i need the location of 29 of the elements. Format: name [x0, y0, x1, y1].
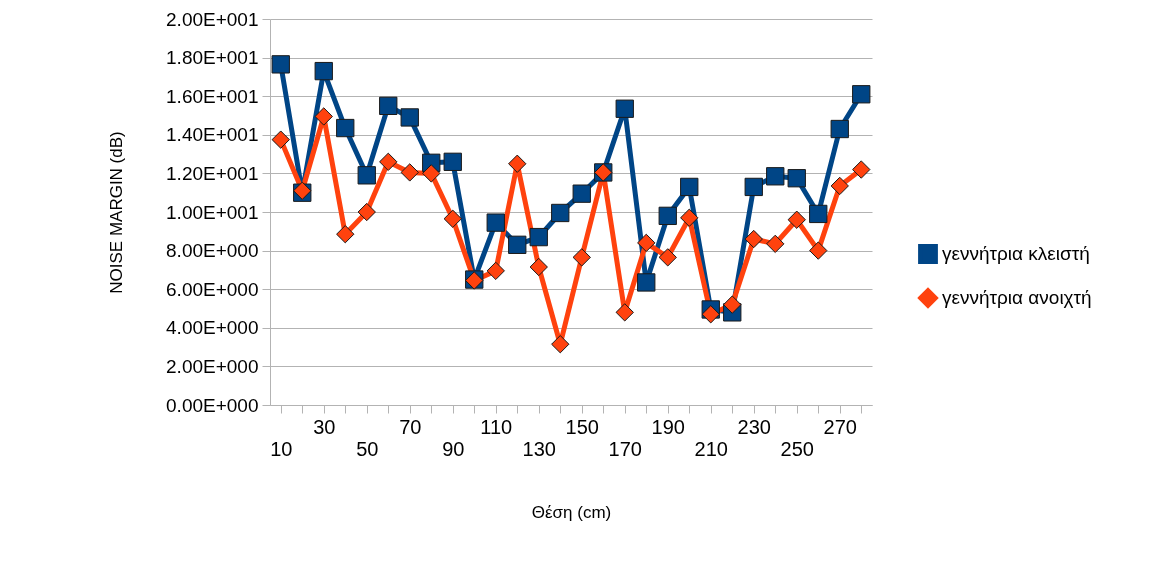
y-tick-label: 1.80E+001: [166, 47, 259, 69]
y-tick-label: 4.00E+000: [166, 317, 259, 339]
x-tick-label: 230: [737, 415, 771, 438]
x-axis-title: Θέση (cm): [531, 502, 612, 522]
y-tick-label: 1.00E+001: [166, 201, 259, 223]
x-tick-label: 270: [823, 415, 857, 438]
legend-label: γεννήτρια ανοιχτή: [942, 287, 1092, 308]
y-tick-label: 2.00E+000: [166, 355, 259, 377]
y-tick-label: 1.40E+001: [166, 124, 259, 146]
x-tick-label: 210: [694, 437, 728, 460]
y-tick-label: 1.60E+001: [166, 85, 259, 107]
x-tick-label: 90: [442, 437, 465, 460]
x-tick-label: 30: [313, 415, 336, 438]
y-tick-label: 8.00E+000: [166, 240, 259, 262]
y-tick-label: 0.00E+000: [166, 394, 259, 416]
x-tick-label: 250: [780, 437, 814, 460]
x-tick-label: 10: [270, 437, 293, 460]
x-tick-label: 150: [565, 415, 599, 438]
x-tick-label: 190: [651, 415, 685, 438]
x-tick-label: 70: [399, 415, 422, 438]
legend-label: γεννήτρια κλειστή: [942, 243, 1090, 264]
y-tick-label: 6.00E+000: [166, 278, 259, 300]
x-tick-label: 170: [608, 437, 642, 460]
x-tick-label: 130: [522, 437, 556, 460]
x-tick-label: 110: [480, 415, 513, 438]
x-tick-label: 50: [356, 437, 379, 460]
y-tick-label: 1.20E+001: [166, 162, 259, 184]
y-tick-label: 2.00E+001: [166, 8, 259, 30]
y-axis-title: NOISE MARGIN (dB): [107, 131, 127, 294]
